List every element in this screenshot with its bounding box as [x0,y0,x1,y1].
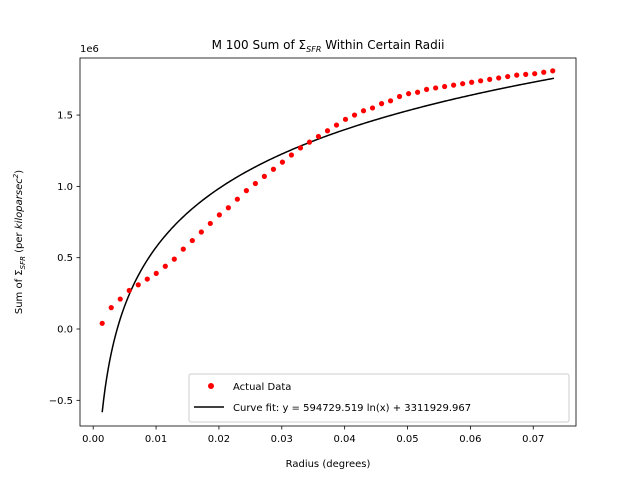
data-point [532,71,538,77]
legend-marker-actual-data [208,383,214,389]
data-point [324,128,331,134]
y-axis-label: Sum of ΣSFR (per kiloparsec2) [12,170,27,314]
data-point [487,76,493,82]
legend-box [188,373,570,423]
legend-entry-curve-fit: Curve fit: y = 594729.519 ln(x) + 331192… [233,403,471,414]
data-point [225,205,231,211]
x-tick-label: 0.05 [396,434,418,445]
y-offset-label: 1e6 [80,44,99,55]
data-point [144,276,150,282]
data-point [541,69,547,75]
data-point [99,320,105,326]
data-point [496,75,502,81]
data-point [108,305,114,311]
data-point [252,180,258,187]
data-point [451,82,457,88]
data-point [523,71,529,77]
data-point [333,122,340,128]
data-point [550,68,556,74]
data-point [189,237,195,244]
data-point [442,83,448,90]
data-point [261,173,267,179]
legend: Actual Data Curve fit: y = 594729.519 ln… [188,373,570,423]
data-point [433,85,439,91]
data-point [423,86,430,92]
data-point [198,229,204,235]
data-point [297,145,304,151]
data-point [279,159,286,165]
data-point [234,196,240,202]
data-point [270,166,277,172]
x-tick-label: 0.03 [271,434,293,445]
data-point [216,212,222,218]
data-point [126,287,132,294]
legend-entry-actual-data: Actual Data [233,382,291,393]
data-point [342,116,349,122]
data-point [351,112,358,118]
y-tick-label: 0.5 [57,253,73,264]
data-point [387,98,394,104]
data-point [162,263,168,269]
x-tick-label: 0.04 [334,434,356,445]
data-point [153,270,159,276]
chart-title: M 100 Sum of ΣSFR Within Certain Radii [212,38,445,54]
data-point [460,81,466,87]
data-point [405,91,412,97]
data-point [360,108,367,114]
data-point [315,133,322,140]
y-tick-label: 1.0 [57,182,73,193]
x-tick-label: 0.02 [208,434,230,445]
x-axis-label: Radius (degrees) [286,459,371,470]
data-point [378,101,385,107]
data-point [414,89,421,95]
data-point [306,139,313,145]
data-point [505,73,511,80]
data-point [171,256,177,262]
data-point [396,93,403,100]
data-point [117,296,123,302]
y-tick-label: 0.0 [57,325,73,336]
data-point [514,72,520,78]
plot-area: 0.00 0.01 0.02 0.03 0.04 0.05 0.06 0.07 −0.5 0.0 0… [49,57,577,445]
x-tick-label: 0.01 [145,434,167,445]
x-tick-label: 0.06 [459,434,481,445]
data-point [207,220,213,227]
data-point [469,79,475,85]
data-point [180,246,186,252]
data-point [243,188,249,194]
data-point [369,105,376,111]
data-point [288,152,295,158]
y-tick-label: 1.5 [57,111,73,122]
x-tick-label: 0.00 [82,434,104,445]
data-point [478,78,484,84]
curve-fit-line [101,77,555,413]
y-tick-label: −0.5 [49,396,73,407]
data-point [135,282,141,288]
axes-frame [79,57,577,427]
x-tick-label: 0.07 [522,434,544,445]
